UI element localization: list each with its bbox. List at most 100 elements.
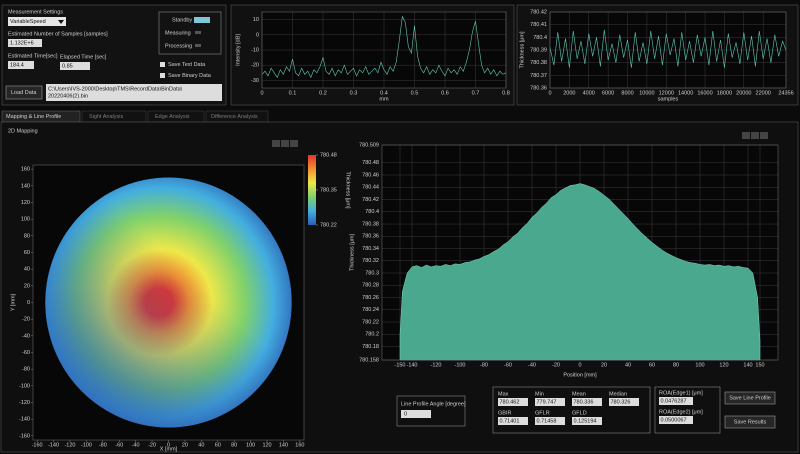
x-tick-label: 0.4 <box>380 90 388 96</box>
x-tick-label: 100 <box>246 442 255 448</box>
button-label: Save Line Profile <box>729 395 771 401</box>
colorbar-label: Thickness [μm] <box>345 171 351 209</box>
x-axis-label: Position [mm] <box>563 372 597 378</box>
x-tick-label: -20 <box>552 362 560 368</box>
x-tick-label: -60 <box>504 362 512 368</box>
y-tick-label: -80 <box>22 367 30 373</box>
x-tick-label: -20 <box>148 442 156 448</box>
x-tick-label: 20 <box>601 362 607 368</box>
colorbar-tick-label: 780.22 <box>320 222 337 228</box>
checkbox[interactable] <box>160 73 165 78</box>
x-tick-label: 0.3 <box>350 90 358 96</box>
y-tick-label: 780.46 <box>362 172 379 178</box>
tab-label: Edge Analysis <box>155 114 190 120</box>
x-tick-label: -100 <box>454 362 465 368</box>
y-tick-label: 780.4 <box>365 209 379 215</box>
stat-box <box>609 398 639 406</box>
stat-label: GFLD <box>572 410 587 416</box>
mode-dropdown[interactable] <box>8 17 66 26</box>
y-tick-label: 780.3 <box>365 270 379 276</box>
save-profile-button[interactable] <box>724 391 776 405</box>
x-tick-label: 0.8 <box>502 90 510 96</box>
stat-box <box>498 417 528 425</box>
angle-value: 0 <box>404 411 407 417</box>
x-axis-label: samples <box>658 96 679 102</box>
stat-value: 779.747 <box>537 399 557 405</box>
colorbar-tick-label: 780.35 <box>320 187 337 193</box>
tool-icon[interactable] <box>742 132 750 139</box>
y-tick-label: 780.2 <box>365 332 379 338</box>
stat-box <box>572 398 602 406</box>
mode-value: VariableSpeed <box>10 19 46 25</box>
x-tick-label: 80 <box>231 442 237 448</box>
y-axis-label: Thickness [μm] <box>349 233 355 271</box>
stat-value: 0.71458 <box>537 418 557 424</box>
stat-label: Median <box>609 391 627 397</box>
x-tick-label: 60 <box>649 362 655 368</box>
est-time-box <box>8 61 34 69</box>
elapsed-box <box>60 62 90 70</box>
status-indicator <box>195 44 201 47</box>
map-title: 2D Mapping <box>8 128 38 134</box>
x-tick-label: 4000 <box>583 90 595 96</box>
status-box <box>158 11 222 55</box>
angle-box <box>396 395 466 427</box>
tab-label: Sight Analysis <box>89 114 123 120</box>
y-tick-label: 120 <box>21 200 30 206</box>
y-tick-label: 100 <box>21 217 30 223</box>
x-tick-label: 16000 <box>697 90 712 96</box>
plot-border <box>549 11 787 89</box>
y-tick-label: 780.34 <box>362 246 379 252</box>
samples-box <box>8 39 42 47</box>
stat-label: Max <box>498 391 509 397</box>
x-tick-label: 20 <box>182 442 188 448</box>
y-tick-label: 780.32 <box>362 258 379 264</box>
tool-icon[interactable] <box>290 140 298 147</box>
wafer-map-shade <box>45 177 292 428</box>
x-tick-label: -140 <box>48 442 59 448</box>
angle-input[interactable] <box>401 410 431 418</box>
x-axis-label: mm <box>379 96 389 102</box>
stat-label: GFLR <box>535 410 550 416</box>
x-tick-label: 8000 <box>621 90 633 96</box>
y-tick-label: 80 <box>24 233 30 239</box>
y-tick-label: 780.36 <box>362 234 379 240</box>
signal-line <box>261 15 507 79</box>
plot-border <box>381 144 779 361</box>
x-tick-label: 40 <box>198 442 204 448</box>
y-tick-label: 780.26 <box>362 295 379 301</box>
button-label: Save Results <box>734 419 767 425</box>
y-tick-label: 20 <box>24 283 30 289</box>
y-tick-label: 0 <box>256 32 259 38</box>
x-tick-label: 100 <box>695 362 704 368</box>
y-tick-label: -140 <box>19 417 30 423</box>
tool-icon[interactable] <box>760 132 768 139</box>
y-tick-label: 140 <box>21 183 30 189</box>
x-axis-label: X [mm] <box>160 446 178 452</box>
status-indicator <box>194 17 210 23</box>
checkbox[interactable] <box>160 62 165 67</box>
x-tick-label: -100 <box>81 442 92 448</box>
x-tick-label: -120 <box>430 362 441 368</box>
tool-icon[interactable] <box>751 132 759 139</box>
tab-label: Mapping & Line Profile <box>6 114 61 120</box>
colorbar-tick-label: 780.48 <box>320 152 337 158</box>
path-line: C:\Users\IVS-2000\Desktop\TMS\RecordData… <box>48 86 183 92</box>
tool-icon[interactable] <box>272 140 280 147</box>
roa-label: ROA(Edge2) [μm] <box>659 409 703 415</box>
y-tick-label: -40 <box>22 333 30 339</box>
checkbox-label: Save Text Data <box>168 62 206 68</box>
signal-line <box>549 29 787 68</box>
x-tick-label: 160 <box>295 442 304 448</box>
load-label: Load Data <box>11 90 37 96</box>
samples-label: Estimated Number of Samples [samples] <box>8 31 108 37</box>
save-results-button[interactable] <box>724 415 776 429</box>
x-tick-label: 12000 <box>659 90 674 96</box>
stat-value: 0.125194 <box>574 418 597 424</box>
x-tick-label: -80 <box>480 362 488 368</box>
x-tick-label: -40 <box>528 362 536 368</box>
load-button[interactable] <box>5 85 43 100</box>
tool-icon[interactable] <box>281 140 289 147</box>
